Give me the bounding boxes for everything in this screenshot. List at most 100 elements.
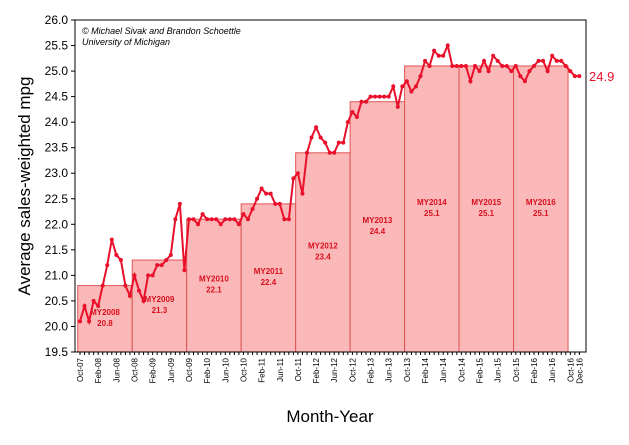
point xyxy=(177,201,182,206)
point xyxy=(191,217,196,222)
point xyxy=(377,94,382,99)
point xyxy=(232,217,237,222)
point xyxy=(277,201,282,206)
point xyxy=(137,288,142,293)
x-tick-label: Jun-15 xyxy=(494,357,503,382)
x-tick-label: Feb-15 xyxy=(476,357,485,383)
point xyxy=(327,150,332,155)
annotation: © Michael Sivak and Brandon Schoettle xyxy=(82,26,241,36)
point xyxy=(91,298,96,303)
point xyxy=(291,176,296,181)
point xyxy=(404,79,409,84)
model-year-bar xyxy=(240,203,297,353)
model-year-label: MY2010 xyxy=(199,275,229,284)
point xyxy=(572,74,577,79)
point xyxy=(509,69,514,74)
point xyxy=(441,53,446,58)
point xyxy=(545,69,550,74)
point xyxy=(391,84,396,89)
point xyxy=(432,48,437,53)
x-tick-label: Jun-16 xyxy=(548,357,557,382)
point xyxy=(413,84,418,89)
y-tick-label: 23.0 xyxy=(45,166,69,180)
model-year-label: MY2015 xyxy=(471,198,501,207)
y-tick-label: 21.5 xyxy=(45,243,69,257)
model-year-label: MY2016 xyxy=(526,198,556,207)
model-year-label: MY2008 xyxy=(90,308,120,317)
point xyxy=(336,140,341,145)
point xyxy=(264,191,269,196)
point xyxy=(127,293,132,298)
point xyxy=(495,58,500,63)
point xyxy=(427,63,432,68)
point xyxy=(454,63,459,68)
model-year-value: 25.1 xyxy=(424,209,440,218)
point xyxy=(209,217,214,222)
point xyxy=(223,217,228,222)
point xyxy=(227,217,232,222)
point xyxy=(577,74,582,79)
point xyxy=(268,191,273,196)
x-tick-label: Jun-14 xyxy=(439,357,448,382)
y-tick-label: 22.0 xyxy=(45,217,69,231)
point xyxy=(200,212,205,217)
y-tick-label: 22.5 xyxy=(45,192,69,206)
point xyxy=(186,217,191,222)
x-tick-label: Oct-09 xyxy=(185,357,194,382)
x-tick-label: Feb-14 xyxy=(421,357,430,383)
point xyxy=(550,53,555,58)
x-tick-label: Feb-09 xyxy=(149,357,158,383)
point xyxy=(305,150,309,155)
point xyxy=(173,217,178,222)
x-tick-label: Oct-11 xyxy=(294,357,303,381)
point xyxy=(541,58,546,63)
point xyxy=(323,140,328,145)
x-tick-label: Oct-12 xyxy=(348,357,357,382)
point xyxy=(350,109,355,114)
x-tick-label: Oct-16 xyxy=(566,357,575,382)
point xyxy=(341,140,346,145)
point xyxy=(295,171,300,176)
point xyxy=(345,120,350,125)
y-tick-label: 20.0 xyxy=(45,319,69,333)
x-tick-label: Jun-11 xyxy=(276,357,285,381)
point xyxy=(491,53,496,58)
model-year-value: 20.8 xyxy=(97,319,113,328)
model-year-label: MY2011 xyxy=(254,267,284,276)
point xyxy=(477,69,482,74)
point xyxy=(109,237,114,242)
model-year-label: MY2012 xyxy=(308,241,338,250)
end-value-label: 24.9 xyxy=(589,69,614,84)
model-year-value: 25.1 xyxy=(479,209,495,218)
point xyxy=(518,74,523,79)
y-tick-label: 20.5 xyxy=(45,294,69,308)
point xyxy=(164,258,169,263)
point xyxy=(132,273,137,278)
point xyxy=(522,79,527,84)
point xyxy=(141,298,146,303)
point xyxy=(500,63,505,68)
x-tick-label: Jun-09 xyxy=(167,357,176,382)
point xyxy=(568,69,573,74)
x-tick-label: Jun-13 xyxy=(385,357,394,382)
point xyxy=(146,273,151,278)
point xyxy=(236,222,241,227)
point xyxy=(423,58,428,63)
point xyxy=(418,74,423,79)
point xyxy=(563,63,568,68)
point xyxy=(482,58,487,63)
x-tick-label: Jun-08 xyxy=(112,357,121,382)
point xyxy=(105,263,110,268)
point xyxy=(359,99,364,104)
x-tick-label: Oct-15 xyxy=(512,357,521,382)
point xyxy=(118,258,123,263)
x-tick-label: Feb-12 xyxy=(312,357,321,383)
point xyxy=(559,58,564,63)
point xyxy=(218,222,223,227)
annotation: University of Michigan xyxy=(82,37,170,47)
point xyxy=(245,217,250,222)
x-tick-label: Feb-11 xyxy=(258,357,267,382)
point xyxy=(395,104,400,109)
point xyxy=(214,217,219,222)
point xyxy=(155,263,160,268)
